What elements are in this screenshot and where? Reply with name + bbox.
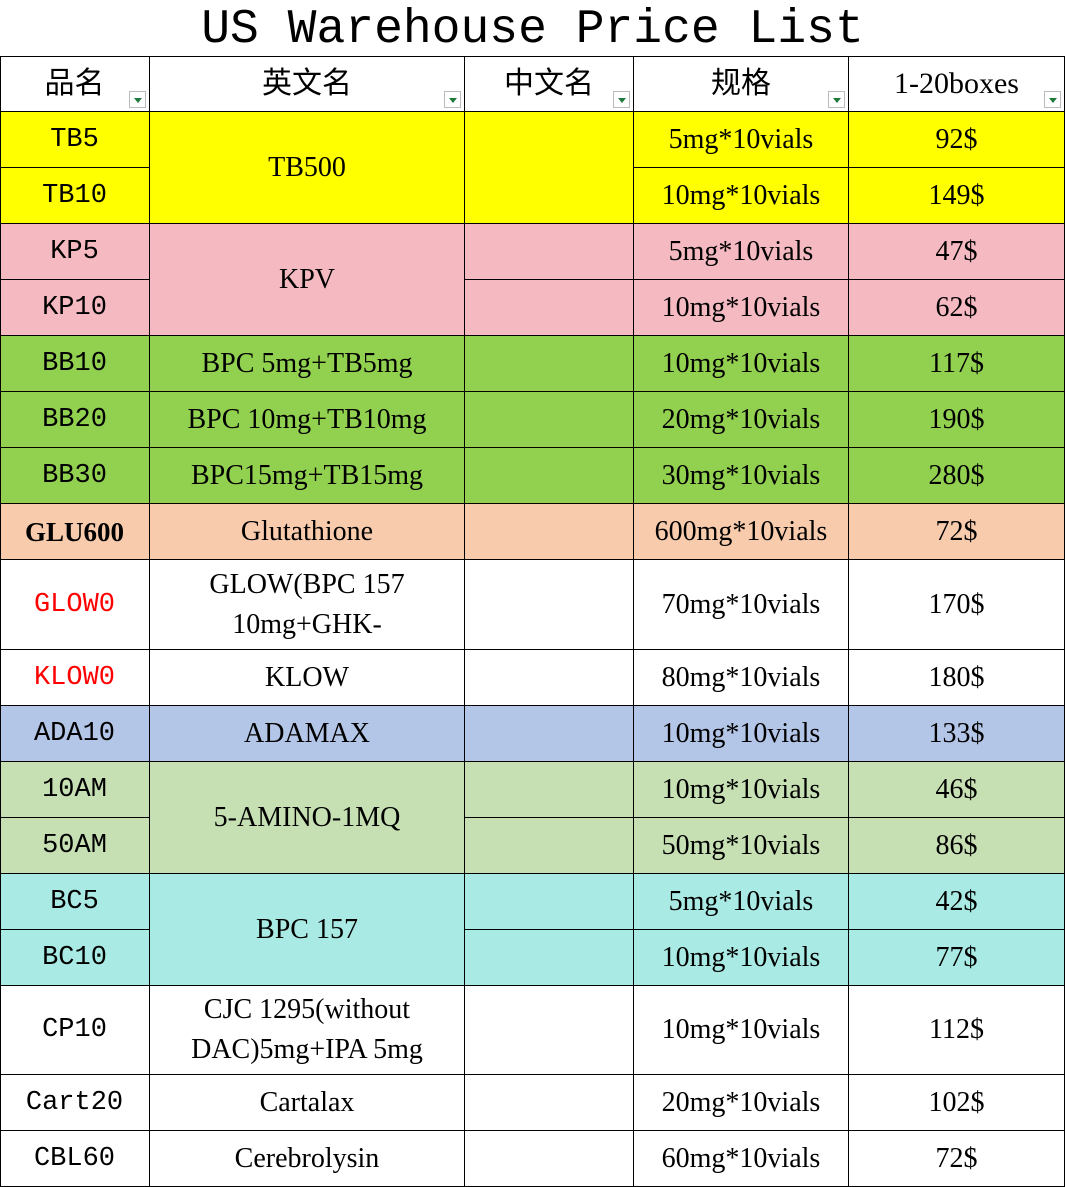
chinese-name <box>465 224 634 280</box>
spec: 5mg*10vials <box>634 874 849 930</box>
chinese-name <box>465 930 634 986</box>
chinese-name <box>465 650 634 706</box>
price: 102$ <box>849 1075 1065 1131</box>
filter-button[interactable] <box>129 91 146 108</box>
filter-button[interactable] <box>444 91 461 108</box>
english-name: ADAMAX <box>150 706 465 762</box>
price: 42$ <box>849 874 1065 930</box>
chinese-name <box>465 1131 634 1187</box>
product-code: KLOW0 <box>0 650 150 706</box>
price: 47$ <box>849 224 1065 280</box>
spec: 80mg*10vials <box>634 650 849 706</box>
english-name: BPC 157 <box>150 874 465 986</box>
spec: 20mg*10vials <box>634 392 849 448</box>
product-code: ADA10 <box>0 706 150 762</box>
product-code: BC10 <box>0 930 150 986</box>
spec: 10mg*10vials <box>634 706 849 762</box>
chinese-name <box>465 762 634 818</box>
product-code: 50AM <box>0 818 150 874</box>
spec: 10mg*10vials <box>634 280 849 336</box>
spec: 10mg*10vials <box>634 336 849 392</box>
column-header: 中文名 <box>465 56 634 112</box>
product-code: BB20 <box>0 392 150 448</box>
chinese-name <box>465 392 634 448</box>
english-name: 5-AMINO-1MQ <box>150 762 465 874</box>
spec: 600mg*10vials <box>634 504 849 560</box>
chinese-name <box>465 112 634 224</box>
english-name: Glutathione <box>150 504 465 560</box>
product-code: BC5 <box>0 874 150 930</box>
english-name: KPV <box>150 224 465 336</box>
product-code: CP10 <box>0 986 150 1075</box>
price: 170$ <box>849 560 1065 650</box>
price: 62$ <box>849 280 1065 336</box>
english-name: TB500 <box>150 112 465 224</box>
price: 77$ <box>849 930 1065 986</box>
product-code: TB10 <box>0 168 150 224</box>
spec: 5mg*10vials <box>634 224 849 280</box>
price: 92$ <box>849 112 1065 168</box>
spec: 10mg*10vials <box>634 930 849 986</box>
product-code: BB10 <box>0 336 150 392</box>
price: 86$ <box>849 818 1065 874</box>
price: 280$ <box>849 448 1065 504</box>
price: 180$ <box>849 650 1065 706</box>
spec: 20mg*10vials <box>634 1075 849 1131</box>
price: 112$ <box>849 986 1065 1075</box>
price: 46$ <box>849 762 1065 818</box>
english-name: Cerebrolysin <box>150 1131 465 1187</box>
price: 149$ <box>849 168 1065 224</box>
product-code: GLOW0 <box>0 560 150 650</box>
column-header: 1-20boxes <box>849 56 1065 112</box>
chinese-name <box>465 448 634 504</box>
spec: 10mg*10vials <box>634 986 849 1075</box>
filter-button[interactable] <box>1044 91 1061 108</box>
spec: 30mg*10vials <box>634 448 849 504</box>
chinese-name <box>465 706 634 762</box>
product-code: KP10 <box>0 280 150 336</box>
spec: 10mg*10vials <box>634 168 849 224</box>
price: 72$ <box>849 1131 1065 1187</box>
filter-button[interactable] <box>613 91 630 108</box>
product-code: Cart20 <box>0 1075 150 1131</box>
spec: 50mg*10vials <box>634 818 849 874</box>
english-name: BPC 10mg+TB10mg <box>150 392 465 448</box>
chinese-name <box>465 504 634 560</box>
english-name: GLOW(BPC 157 10mg+GHK- <box>150 560 465 650</box>
chinese-name <box>465 280 634 336</box>
product-code: BB30 <box>0 448 150 504</box>
chinese-name <box>465 336 634 392</box>
english-name: Cartalax <box>150 1075 465 1131</box>
english-name: KLOW <box>150 650 465 706</box>
english-name: CJC 1295(without DAC)5mg+IPA 5mg <box>150 986 465 1075</box>
chinese-name <box>465 874 634 930</box>
english-name: BPC15mg+TB15mg <box>150 448 465 504</box>
price: 133$ <box>849 706 1065 762</box>
product-code: CBL60 <box>0 1131 150 1187</box>
chinese-name <box>465 1075 634 1131</box>
product-code: KP5 <box>0 224 150 280</box>
filter-button[interactable] <box>828 91 845 108</box>
column-header: 规格 <box>634 56 849 112</box>
product-code: 10AM <box>0 762 150 818</box>
price: 72$ <box>849 504 1065 560</box>
product-code: GLU600 <box>0 504 150 560</box>
chinese-name <box>465 986 634 1075</box>
spec: 5mg*10vials <box>634 112 849 168</box>
spec: 70mg*10vials <box>634 560 849 650</box>
chinese-name <box>465 560 634 650</box>
price: 117$ <box>849 336 1065 392</box>
price: 190$ <box>849 392 1065 448</box>
page-title: US Warehouse Price List <box>201 3 864 57</box>
chinese-name <box>465 818 634 874</box>
spec: 10mg*10vials <box>634 762 849 818</box>
english-name: BPC 5mg+TB5mg <box>150 336 465 392</box>
product-code: TB5 <box>0 112 150 168</box>
column-header: 英文名 <box>150 56 465 112</box>
spec: 60mg*10vials <box>634 1131 849 1187</box>
column-header: 品名 <box>0 56 150 112</box>
